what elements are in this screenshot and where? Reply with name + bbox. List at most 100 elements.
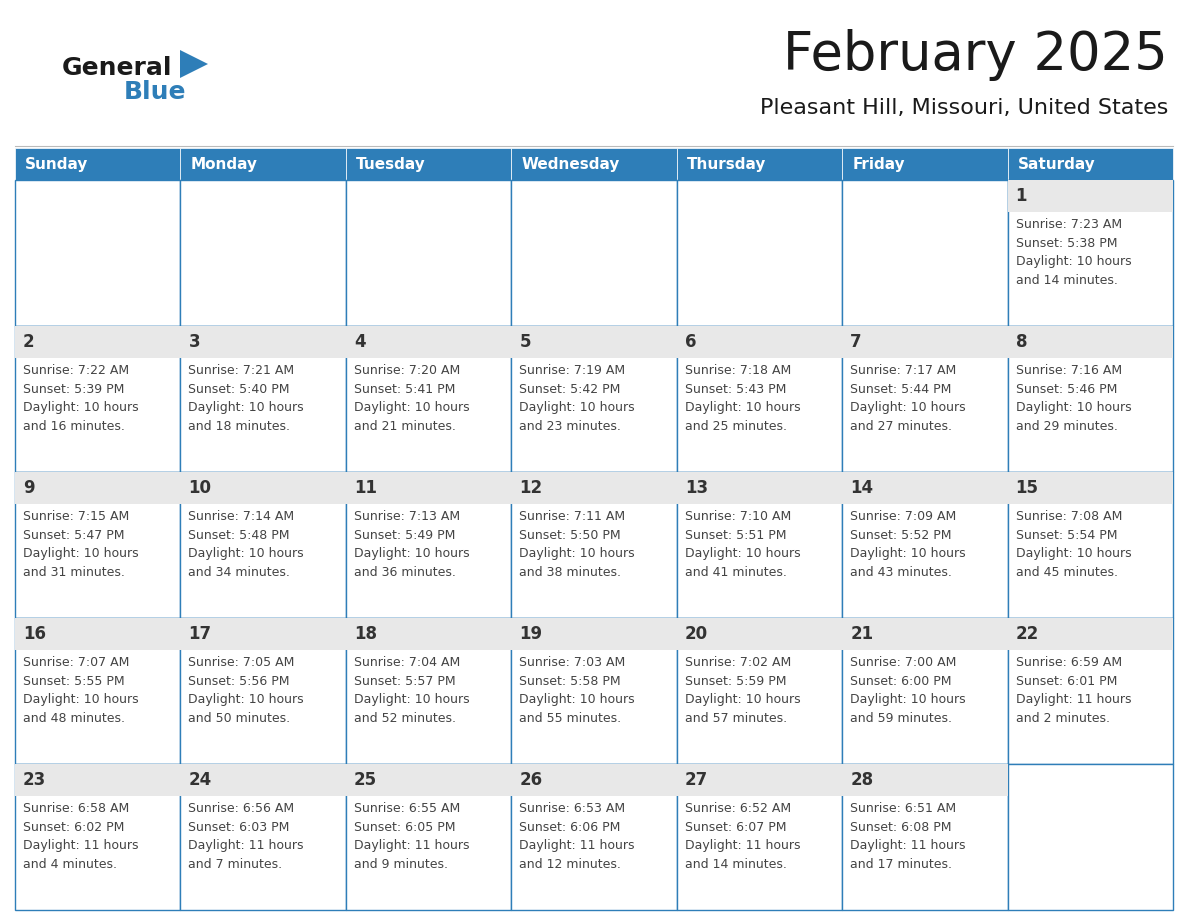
Bar	[511, 764, 677, 910]
Text: 27: 27	[684, 771, 708, 789]
Text: Sunrise: 6:55 AM
Sunset: 6:05 PM
Daylight: 11 hours
and 9 minutes.: Sunrise: 6:55 AM Sunset: 6:05 PM Dayligh…	[354, 802, 469, 870]
Text: 10: 10	[189, 479, 211, 497]
Bar	[1007, 148, 1173, 180]
Bar	[181, 472, 346, 504]
Bar	[15, 618, 181, 650]
Bar	[511, 472, 677, 618]
Text: 9: 9	[23, 479, 34, 497]
Bar	[346, 180, 511, 326]
Text: Sunrise: 7:20 AM
Sunset: 5:41 PM
Daylight: 10 hours
and 21 minutes.: Sunrise: 7:20 AM Sunset: 5:41 PM Dayligh…	[354, 364, 469, 432]
Bar	[346, 326, 511, 358]
Text: Sunrise: 7:13 AM
Sunset: 5:49 PM
Daylight: 10 hours
and 36 minutes.: Sunrise: 7:13 AM Sunset: 5:49 PM Dayligh…	[354, 510, 469, 578]
Bar	[1007, 764, 1173, 910]
Bar	[677, 764, 842, 910]
Bar	[181, 764, 346, 796]
Bar	[346, 764, 511, 796]
Bar	[181, 148, 346, 180]
Text: Sunrise: 7:09 AM
Sunset: 5:52 PM
Daylight: 10 hours
and 43 minutes.: Sunrise: 7:09 AM Sunset: 5:52 PM Dayligh…	[851, 510, 966, 578]
Bar	[346, 472, 511, 618]
Bar	[181, 618, 346, 764]
Bar	[15, 618, 181, 764]
Bar	[842, 618, 1007, 764]
Bar	[511, 326, 677, 358]
Text: Sunrise: 6:56 AM
Sunset: 6:03 PM
Daylight: 11 hours
and 7 minutes.: Sunrise: 6:56 AM Sunset: 6:03 PM Dayligh…	[189, 802, 304, 870]
Bar	[1007, 618, 1173, 650]
Text: 13: 13	[684, 479, 708, 497]
Bar	[677, 326, 842, 472]
Text: 23: 23	[23, 771, 46, 789]
Text: Sunrise: 7:19 AM
Sunset: 5:42 PM
Daylight: 10 hours
and 23 minutes.: Sunrise: 7:19 AM Sunset: 5:42 PM Dayligh…	[519, 364, 634, 432]
Bar	[15, 764, 181, 910]
Text: Sunrise: 7:05 AM
Sunset: 5:56 PM
Daylight: 10 hours
and 50 minutes.: Sunrise: 7:05 AM Sunset: 5:56 PM Dayligh…	[189, 656, 304, 724]
Bar	[181, 326, 346, 472]
Text: 6: 6	[684, 333, 696, 351]
Bar	[15, 180, 181, 326]
Bar	[677, 148, 842, 180]
Bar	[511, 148, 677, 180]
Text: 1: 1	[1016, 187, 1028, 205]
Text: Sunrise: 7:02 AM
Sunset: 5:59 PM
Daylight: 10 hours
and 57 minutes.: Sunrise: 7:02 AM Sunset: 5:59 PM Dayligh…	[684, 656, 801, 724]
Bar	[511, 326, 677, 472]
Bar	[346, 764, 511, 910]
Bar	[346, 472, 511, 504]
Text: 19: 19	[519, 625, 543, 644]
Polygon shape	[181, 50, 208, 78]
Text: Tuesday: Tuesday	[356, 156, 425, 172]
Bar	[1007, 180, 1173, 326]
Bar	[842, 472, 1007, 618]
Text: Sunrise: 6:51 AM
Sunset: 6:08 PM
Daylight: 11 hours
and 17 minutes.: Sunrise: 6:51 AM Sunset: 6:08 PM Dayligh…	[851, 802, 966, 870]
Text: 14: 14	[851, 479, 873, 497]
Text: Sunrise: 7:18 AM
Sunset: 5:43 PM
Daylight: 10 hours
and 25 minutes.: Sunrise: 7:18 AM Sunset: 5:43 PM Dayligh…	[684, 364, 801, 432]
Text: Saturday: Saturday	[1018, 156, 1095, 172]
Bar	[677, 180, 842, 326]
Text: Wednesday: Wednesday	[522, 156, 620, 172]
Text: Sunrise: 6:52 AM
Sunset: 6:07 PM
Daylight: 11 hours
and 14 minutes.: Sunrise: 6:52 AM Sunset: 6:07 PM Dayligh…	[684, 802, 801, 870]
Text: 22: 22	[1016, 625, 1038, 644]
Text: Sunrise: 7:08 AM
Sunset: 5:54 PM
Daylight: 10 hours
and 45 minutes.: Sunrise: 7:08 AM Sunset: 5:54 PM Dayligh…	[1016, 510, 1131, 578]
Text: 21: 21	[851, 625, 873, 644]
Bar	[677, 326, 842, 358]
Bar	[1007, 326, 1173, 472]
Bar	[346, 326, 511, 472]
Bar	[511, 180, 677, 326]
Text: 18: 18	[354, 625, 377, 644]
Bar	[346, 618, 511, 650]
Bar	[677, 618, 842, 764]
Bar	[842, 472, 1007, 504]
Text: 12: 12	[519, 479, 543, 497]
Bar	[181, 326, 346, 358]
Bar	[1007, 472, 1173, 618]
Bar	[15, 472, 181, 504]
Text: 3: 3	[189, 333, 200, 351]
Bar	[677, 764, 842, 796]
Bar	[842, 148, 1007, 180]
Bar	[181, 618, 346, 650]
Text: Blue: Blue	[124, 80, 187, 104]
Bar	[15, 326, 181, 472]
Text: Sunday: Sunday	[25, 156, 88, 172]
Text: 8: 8	[1016, 333, 1028, 351]
Bar	[677, 472, 842, 504]
Bar	[511, 472, 677, 504]
Bar	[1007, 180, 1173, 212]
Bar	[511, 764, 677, 796]
Bar	[15, 764, 181, 796]
Text: 2: 2	[23, 333, 34, 351]
Bar	[511, 618, 677, 650]
Bar	[842, 764, 1007, 796]
Text: 11: 11	[354, 479, 377, 497]
Text: 7: 7	[851, 333, 861, 351]
Text: Friday: Friday	[852, 156, 905, 172]
Bar	[1007, 472, 1173, 504]
Bar	[15, 472, 181, 618]
Text: 15: 15	[1016, 479, 1038, 497]
Bar	[842, 764, 1007, 910]
Text: Sunrise: 6:53 AM
Sunset: 6:06 PM
Daylight: 11 hours
and 12 minutes.: Sunrise: 6:53 AM Sunset: 6:06 PM Dayligh…	[519, 802, 634, 870]
Text: 26: 26	[519, 771, 543, 789]
Text: Sunrise: 7:04 AM
Sunset: 5:57 PM
Daylight: 10 hours
and 52 minutes.: Sunrise: 7:04 AM Sunset: 5:57 PM Dayligh…	[354, 656, 469, 724]
Text: Sunrise: 7:17 AM
Sunset: 5:44 PM
Daylight: 10 hours
and 27 minutes.: Sunrise: 7:17 AM Sunset: 5:44 PM Dayligh…	[851, 364, 966, 432]
Text: Sunrise: 7:15 AM
Sunset: 5:47 PM
Daylight: 10 hours
and 31 minutes.: Sunrise: 7:15 AM Sunset: 5:47 PM Dayligh…	[23, 510, 139, 578]
Bar	[677, 618, 842, 650]
Bar	[181, 180, 346, 326]
Text: Sunrise: 7:14 AM
Sunset: 5:48 PM
Daylight: 10 hours
and 34 minutes.: Sunrise: 7:14 AM Sunset: 5:48 PM Dayligh…	[189, 510, 304, 578]
